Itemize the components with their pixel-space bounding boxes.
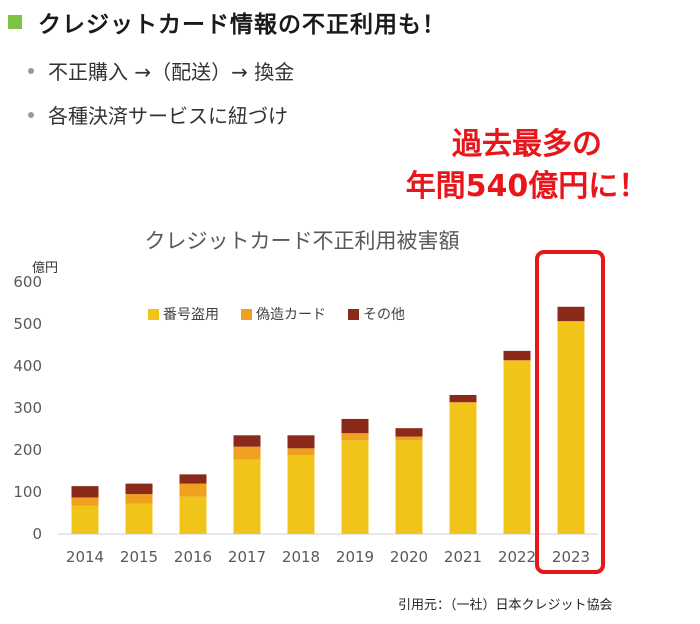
bar-segment-other [71, 486, 99, 498]
bar-segment-counterfeit [71, 497, 99, 506]
bar-segment-counterfeit [503, 360, 531, 361]
x-tick-label: 2015 [120, 548, 158, 566]
y-axis-unit-label: 億円 [32, 260, 58, 276]
bar-segment-other [449, 394, 477, 403]
bar-segment-counterfeit [557, 321, 585, 322]
y-tick-label: 200 [13, 441, 42, 459]
bar-segment-other [179, 474, 207, 484]
bar-segment-counterfeit [233, 446, 261, 460]
bar-segment-number-theft [395, 440, 423, 534]
chart-title: クレジットカード不正利用被害額 [145, 229, 460, 253]
bar-segment-counterfeit [125, 494, 153, 504]
bullet-item: 不正購入 →（配送）→ 換金 [28, 56, 294, 85]
y-tick-label: 600 [13, 273, 42, 291]
x-tick-label: 2016 [174, 548, 212, 566]
bar-segment-other [395, 428, 423, 437]
x-tick-label: 2014 [66, 548, 104, 566]
bar-segment-other [341, 418, 369, 434]
bar-segment-other [287, 435, 315, 449]
bar-segment-number-theft [503, 360, 531, 534]
bar-segment-number-theft [557, 321, 585, 534]
legend-label: 番号盗用 [163, 307, 219, 323]
legend-swatch [348, 309, 359, 320]
bar-segment-other [125, 483, 153, 495]
bullet-text: 不正購入 →（配送）→ 換金 [48, 60, 295, 84]
x-tick-label: 2019 [336, 548, 374, 566]
x-tick-label: 2022 [498, 548, 536, 566]
x-tick-label: 2018 [282, 548, 320, 566]
bullet-item: 各種決済サービスに紐づけ [28, 100, 288, 129]
bar-segment-counterfeit [395, 436, 423, 441]
bar-segment-counterfeit [449, 402, 477, 403]
x-tick-label: 2020 [390, 548, 428, 566]
y-tick-label: 400 [13, 357, 42, 375]
legend-swatch [241, 309, 252, 320]
callout: 過去最多の 年間540億円に！ [362, 124, 692, 208]
bar-segment-number-theft [125, 503, 153, 534]
callout-line-2: 年間540億円に！ [405, 169, 649, 204]
source-citation: 引用元：（一社）日本クレジット協会 [398, 598, 613, 613]
bar-segment-number-theft [287, 455, 315, 534]
y-tick-label: 0 [32, 525, 42, 543]
highlight-box [535, 250, 605, 574]
bullet-dot-icon [28, 67, 34, 74]
bullet-text: 各種決済サービスに紐づけ [48, 104, 288, 128]
bar-segment-number-theft [71, 505, 99, 534]
y-tick-label: 100 [13, 483, 42, 501]
bullet-dot-icon [28, 111, 34, 118]
bar-segment-number-theft [233, 459, 261, 534]
bar-segment-counterfeit [341, 433, 369, 441]
bar-segment-counterfeit [287, 448, 315, 456]
slide-heading: クレジットカード情報の不正利用も！ [8, 4, 446, 40]
bar-segment-number-theft [341, 440, 369, 534]
y-tick-label: 300 [13, 399, 42, 417]
x-tick-label: 2023 [552, 548, 590, 566]
bar-segment-counterfeit [179, 483, 207, 497]
legend-label: その他 [363, 307, 405, 323]
bar-segment-other [233, 435, 261, 447]
legend-swatch [148, 309, 159, 320]
bar-segment-number-theft [179, 496, 207, 534]
heading-text: クレジットカード情報の不正利用も！ [38, 12, 446, 38]
bar-segment-other [557, 306, 585, 322]
x-tick-label: 2021 [444, 548, 482, 566]
bar-segment-other [503, 350, 531, 361]
x-tick-label: 2017 [228, 548, 266, 566]
green-square-icon [8, 15, 22, 29]
bar-segment-number-theft [449, 402, 477, 534]
callout-line-1: 過去最多の [452, 127, 602, 162]
y-tick-label: 500 [13, 315, 42, 333]
legend-label: 偽造カード [256, 307, 326, 323]
